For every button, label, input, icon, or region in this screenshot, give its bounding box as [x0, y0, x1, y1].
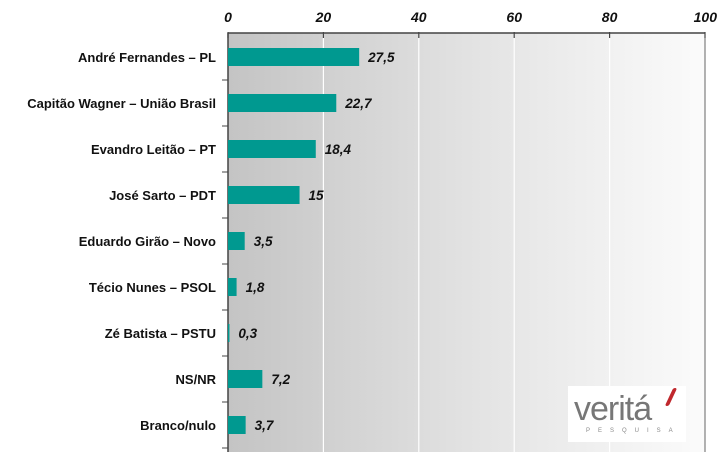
logo-text: veritá — [574, 390, 652, 428]
category-label: André Fernandes – PL — [78, 50, 216, 65]
bar — [228, 324, 230, 342]
bar — [228, 140, 316, 158]
bar — [228, 232, 245, 250]
category-label: NS/NR — [176, 372, 217, 387]
bar — [228, 48, 360, 66]
data-label: 22,7 — [344, 96, 373, 111]
data-label: 7,2 — [271, 372, 290, 387]
logo-subtext: PESQUISA — [586, 428, 681, 434]
data-label: 15 — [309, 188, 325, 203]
bar — [228, 94, 337, 112]
category-label: Técio Nunes – PSOL — [89, 280, 216, 295]
bar — [228, 370, 263, 388]
data-label: 3,7 — [255, 418, 275, 433]
data-label: 0,3 — [238, 326, 257, 341]
logo-accent — [664, 388, 678, 406]
category-label: Zé Batista – PSTU — [105, 326, 216, 341]
bar — [228, 278, 237, 296]
category-label: Capitão Wagner – União Brasil — [27, 96, 216, 111]
bar — [228, 186, 300, 204]
x-tick-label: 80 — [602, 9, 618, 25]
x-tick-label: 40 — [410, 9, 427, 25]
data-label: 18,4 — [325, 142, 352, 157]
category-label: Eduardo Girão – Novo — [79, 234, 216, 249]
x-tick-label: 60 — [506, 9, 522, 25]
data-label: 27,5 — [367, 50, 395, 65]
category-label: José Sarto – PDT — [109, 188, 216, 203]
bar — [228, 416, 246, 434]
x-tick-label: 100 — [694, 9, 718, 25]
data-label: 3,5 — [254, 234, 273, 249]
verita-logo: veritá PESQUISA — [568, 386, 686, 442]
category-label: Evandro Leitão – PT — [91, 142, 216, 157]
data-label: 1,8 — [246, 280, 265, 295]
category-label: Branco/nulo — [140, 418, 216, 433]
x-tick-label: 20 — [315, 9, 332, 25]
x-tick-label: 0 — [224, 9, 232, 25]
